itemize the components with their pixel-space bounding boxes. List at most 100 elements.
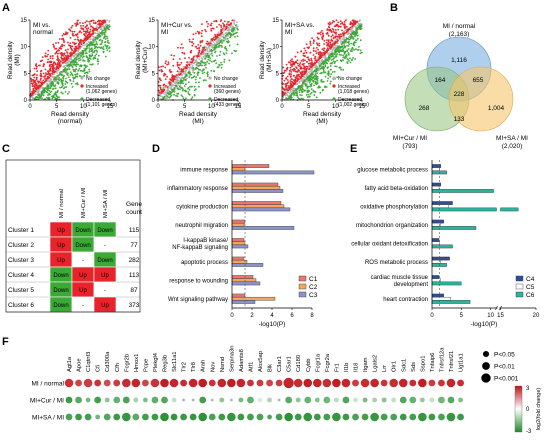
scatter-x-label: Read density (303, 111, 342, 118)
scatter-point-no-change (68, 58, 71, 60)
scatter-point-increased (61, 59, 64, 61)
scatter-point-decreased (76, 83, 79, 86)
bar-c6 (431, 281, 462, 286)
heatmap-dot (391, 397, 397, 403)
axis-break-mark (495, 305, 498, 311)
scatter-point-decreased (357, 34, 359, 37)
scatter-point-decreased (207, 58, 210, 61)
scatter-point-decreased (327, 58, 330, 60)
scatter-point-increased (77, 38, 79, 41)
scatter-point-increased (67, 57, 69, 60)
scatter-y-label: Read density (135, 40, 142, 79)
scatter-point-decreased (329, 69, 332, 71)
scatter-point-increased (304, 59, 306, 62)
heatmap-dot (151, 396, 159, 404)
scatter-point-increased (207, 42, 210, 45)
scatter-point-increased (329, 21, 331, 24)
scatter-point-decreased (60, 79, 63, 82)
heatmap-dot (182, 398, 186, 402)
scatter-point-increased (36, 80, 39, 82)
bar-c2 (231, 278, 257, 283)
scatter-point-decreased (184, 89, 187, 92)
scatter-point-increased (296, 51, 299, 54)
scatter-point-decreased (216, 55, 218, 57)
scatter-point-decreased (345, 37, 348, 40)
scatter-point-decreased (295, 94, 298, 97)
scatter-point-decreased (304, 89, 307, 92)
scatter-point-increased (306, 65, 309, 68)
scatter-point-decreased (173, 93, 175, 96)
scatter-point-increased (199, 40, 202, 43)
scatter-point-increased (301, 70, 303, 73)
scatter-point-decreased (327, 74, 330, 77)
scatter-point-increased (92, 22, 95, 24)
scatter-point-increased (298, 75, 301, 78)
scatter-point-increased (178, 68, 181, 70)
heatmap-gene-label: Hmox1 (134, 354, 140, 372)
scatter-point-increased (341, 29, 343, 32)
scatter-point-no-change (167, 90, 170, 92)
scatter-point-increased (63, 61, 65, 64)
scatter-point-decreased (234, 24, 237, 27)
scatter-point-decreased (285, 97, 288, 100)
scatter-point-decreased (312, 70, 315, 73)
scatter-point-decreased (50, 85, 53, 88)
heatmap-dot (313, 413, 321, 421)
scatter-point-decreased (42, 92, 45, 94)
heatmap-dot (142, 379, 149, 387)
heatmap-gene-label: Reg3b (163, 355, 169, 372)
scatter-point-decreased (328, 72, 330, 75)
scatter-x-tick-label: 10 (208, 104, 215, 110)
scatter-point-decreased (89, 42, 92, 45)
scatter-point-increased (294, 55, 297, 58)
scatter-point-decreased (175, 84, 178, 87)
venn-label-mi-sa: MI+SA / MI (496, 135, 528, 142)
scatter-point-decreased (55, 78, 58, 81)
scatter-point-decreased (49, 93, 51, 96)
scatter-point-increased (321, 30, 323, 32)
scatter-point-decreased (180, 94, 183, 97)
scatter-point-increased (202, 48, 205, 51)
scatter-point-increased (172, 64, 175, 67)
scatter-point-decreased (108, 42, 110, 44)
heatmap-gene-label: Tlr2 (182, 362, 188, 372)
scatter-point-increased (210, 29, 213, 32)
heatmap-gene-label: Alox5ap (258, 351, 264, 372)
scatter-point-decreased (342, 41, 345, 43)
scatter-point-decreased (45, 96, 48, 99)
scatter-point-increased (99, 23, 101, 26)
scatter-point-decreased (223, 58, 226, 61)
scatter-point-decreased (101, 41, 103, 44)
scatter-point-decreased (180, 82, 183, 84)
scatter-point-decreased (55, 76, 58, 79)
legend-label-no-change: No change (214, 76, 238, 82)
scatter-point-increased (205, 30, 207, 33)
scatter-point-decreased (293, 89, 296, 92)
scatter-point-increased (176, 63, 179, 66)
bar-category-label: cellular oxidant detoxification (351, 241, 428, 247)
bar-c1 (231, 293, 246, 298)
scatter-point-increased (67, 54, 69, 57)
scatter-point-no-change (352, 29, 355, 32)
table-column-header: MI+Cur / MI (81, 187, 87, 218)
scatter-point-no-change (178, 70, 180, 73)
scatter-point-increased (87, 34, 89, 36)
scatter-point-decreased (83, 59, 86, 62)
scatter-point-increased (53, 46, 55, 48)
scatter-point-increased (343, 21, 346, 23)
scatter-point-decreased (100, 46, 103, 49)
scatter-point-decreased (310, 91, 313, 94)
scatter-point-decreased (316, 67, 319, 70)
table-row-count: 282 (129, 257, 140, 264)
scatter-point-no-change (330, 51, 333, 53)
scatter-point-decreased (187, 81, 190, 84)
size-legend-label: P<0.01 (494, 364, 515, 371)
scatter-point-decreased (219, 39, 222, 42)
scatter-point-decreased (90, 44, 93, 46)
scatter-point-increased (285, 78, 288, 80)
scatter-point-decreased (84, 66, 87, 69)
scatter-point-increased (69, 37, 72, 39)
scatter-point-increased (291, 78, 293, 81)
size-legend-label: P<0.05 (494, 352, 515, 359)
scatter-point-decreased (358, 46, 360, 48)
